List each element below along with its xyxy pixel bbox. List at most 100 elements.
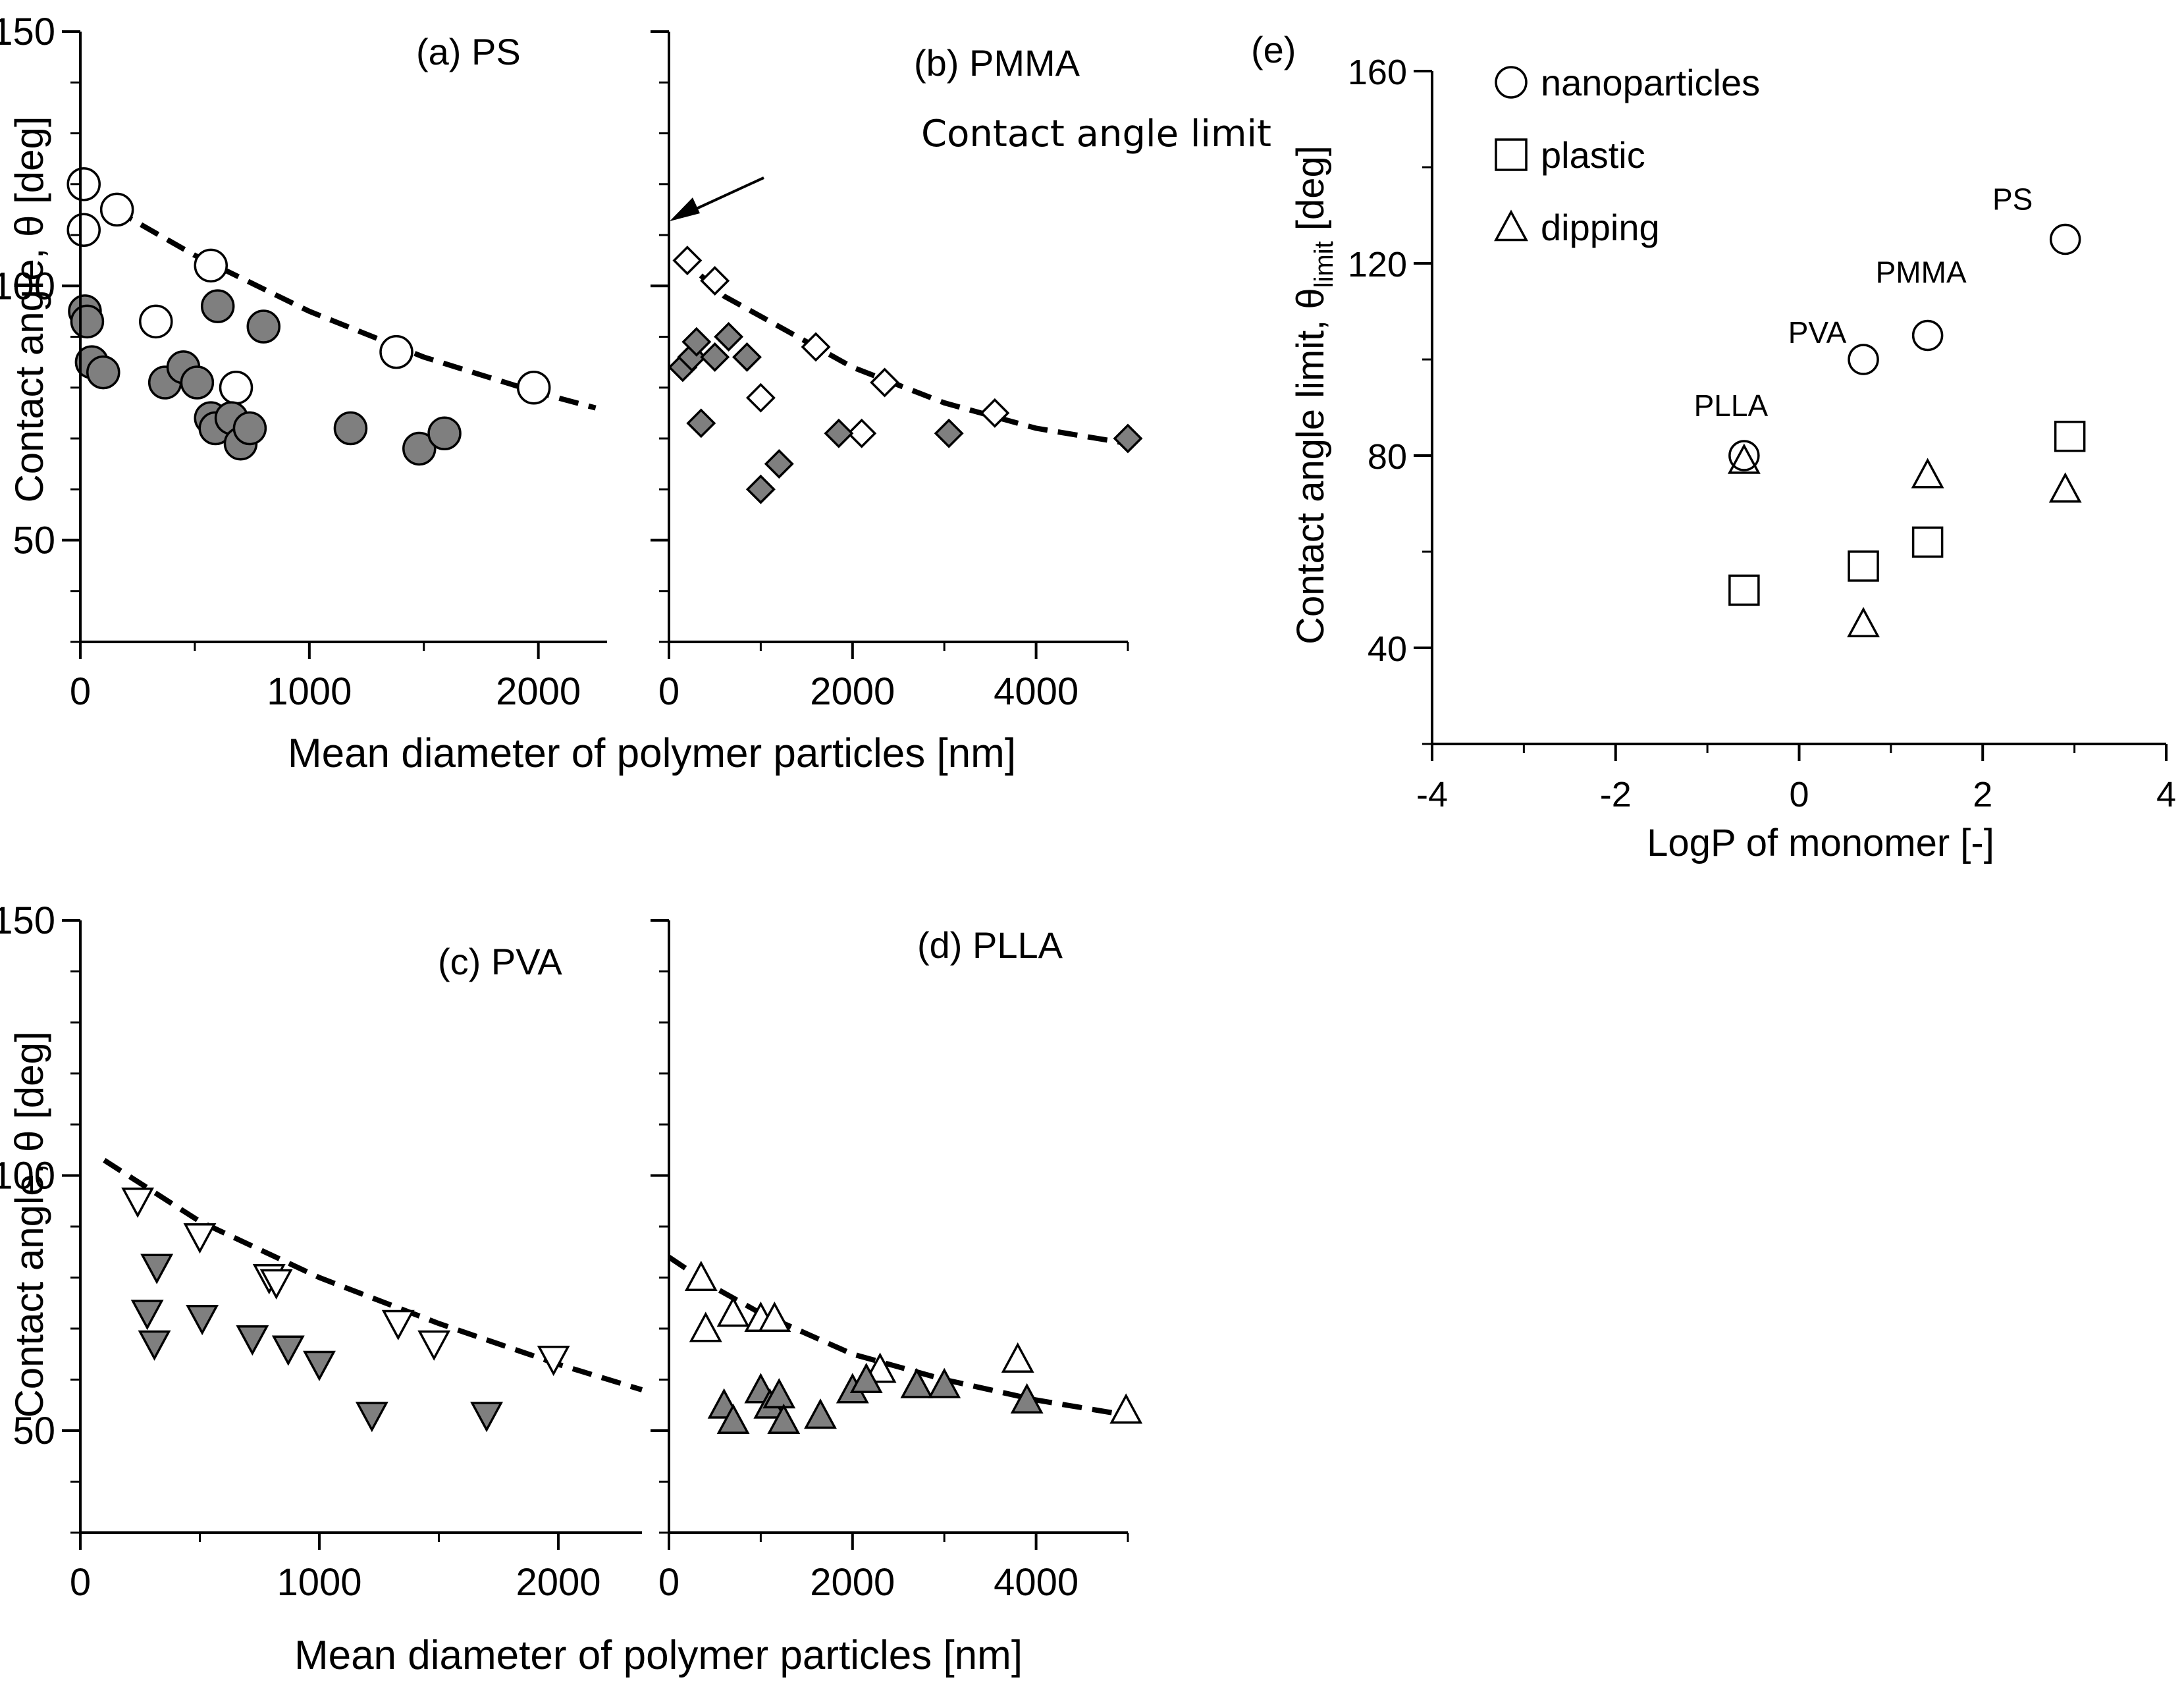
panel-d-open-point [758, 1301, 791, 1332]
panel-b-filled-point [1113, 423, 1143, 454]
panel-a-open-point [194, 248, 228, 283]
panel-c-title: (c) PVA [438, 941, 562, 982]
panel-a-x-tick-label: 1000 [267, 670, 352, 713]
panel-b-open-point [745, 383, 776, 413]
panel-e-plastic-point [1911, 526, 1944, 558]
panel-e-dipping-point [1727, 443, 1761, 474]
panel-b-filled-point [732, 342, 762, 372]
panel-a-filled-point [232, 411, 267, 446]
panel-c-filled-point [236, 1325, 269, 1356]
panel-c-x-tick-label: 2000 [516, 1561, 600, 1604]
panel-a-open-point [219, 371, 253, 405]
panel-e-x-tick-label: -2 [1600, 775, 1632, 814]
legend-dipping-marker [1494, 209, 1528, 242]
panel-d-filled-point [1010, 1383, 1044, 1414]
panel-a-y-tick-label: 50 [13, 519, 55, 562]
panel-a-open-point [139, 304, 173, 339]
panel-c-filled-point [130, 1300, 164, 1331]
panel-a-filled-point [86, 355, 120, 390]
panel-a-ps: 50 100 150 0 1000 2000 (a) PS Contact angle, … [0, 11, 607, 713]
panel-c-x-tick-label: 1000 [277, 1561, 361, 1604]
panel-a-y-tick-label: 150 [0, 11, 55, 53]
panel-e-point-label: PS [1992, 182, 2033, 217]
panel-a-filled-point [246, 309, 281, 344]
panel-e-dipping-point [1847, 606, 1880, 637]
panel-b-filled-point [745, 474, 776, 504]
panel-d-filled-point [762, 1378, 796, 1409]
panel-d-filled-point [928, 1367, 961, 1398]
panel-b-open-point [801, 332, 831, 362]
panel-e-x-tick-label: 0 [1789, 775, 1809, 814]
panel-e-plastic-point [1728, 574, 1760, 606]
panel-c-open-point [121, 1187, 155, 1218]
contact-angle-limit-annotation: Contact angle limit [921, 113, 1271, 155]
panel-b-fit-curve [676, 253, 1129, 446]
panel-e-x-tick-label: 4 [2156, 775, 2176, 814]
panel-a-open-point [67, 167, 101, 201]
panel-d-plla: 0 2000 4000 (d) PLLA [651, 919, 1143, 1604]
panel-c-fit-curve [103, 1157, 643, 1392]
panel-c-open-point [259, 1269, 293, 1300]
panel-e-dipping-point [1911, 458, 1944, 489]
panel-d-open-point [716, 1296, 750, 1327]
panel-d-filled-point [804, 1398, 837, 1429]
panel-c-filled-point [186, 1305, 219, 1336]
panel-b-open-point [672, 246, 703, 276]
panel-c-filled-point [138, 1330, 171, 1361]
panel-c-open-point [183, 1223, 217, 1254]
panel-d-x-tick-label: 0 [658, 1561, 679, 1604]
panel-e-y-label-subscript: limit [1310, 241, 1339, 288]
panel-a-title: (a) PS [416, 31, 521, 72]
panel-c-y-tick-label: 150 [0, 899, 55, 942]
panel-e-y-tick-label: 40 [1368, 629, 1407, 669]
panel-e-nanoparticles-point [1911, 319, 1944, 352]
contact-angle-limit-arrowhead [670, 198, 700, 221]
panel-c-filled-point [140, 1254, 174, 1284]
panel-d-title: (d) PLLA [917, 924, 1063, 966]
panel-c-y-tick-label: 100 [0, 1155, 55, 1198]
panel-b-filled-point [714, 322, 744, 352]
panel-b-filled-point [686, 408, 716, 438]
legend-nanoparticles-marker [1495, 66, 1528, 99]
panel-c-pva: 50 100 150 0 1000 2000 (c) PVA Contact angle,… [0, 899, 643, 1604]
panel-b-x-tick-label: 2000 [810, 670, 895, 713]
panel-c-filled-point [470, 1402, 503, 1433]
panel-e-y-label-unit: [deg] [1289, 145, 1332, 241]
panel-e-point-label: PLLA [1694, 388, 1769, 423]
legend-nanoparticles-label: nanoparticles [1541, 62, 1760, 103]
panel-d-open-point [1001, 1342, 1034, 1373]
panel-a-filled-point [333, 411, 368, 446]
panel-b-open-point [847, 418, 877, 448]
panel-a-y-tick-label: 100 [0, 265, 55, 307]
panel-a-open-point [67, 213, 101, 248]
panel-a-filled-point [402, 431, 437, 466]
panel-e-nanoparticles-point [2049, 223, 2081, 255]
panel-a-x-tick-label: 2000 [496, 670, 581, 713]
panel-e-y-tick-label: 120 [1348, 245, 1407, 284]
panel-a-open-point [516, 371, 551, 405]
panel-d-open-point [684, 1260, 718, 1291]
panel-e-y-tick-label: 80 [1368, 437, 1407, 477]
panel-e-y-label: Contact angle limit, θlimit [deg] [1289, 145, 1339, 645]
panel-b-filled-point [700, 342, 730, 372]
panel-b-filled-point [681, 327, 712, 357]
panel-c-filled-point [355, 1402, 388, 1433]
panel-a-y-label: Contact angle, θ [deg] [7, 116, 51, 502]
panel-b-open-point [700, 266, 730, 296]
panel-a-open-point [379, 334, 413, 369]
panel-b-filled-point [934, 418, 964, 448]
panel-c-open-point [537, 1346, 570, 1377]
panel-c-filled-point [303, 1350, 336, 1381]
legend-plastic-marker [1495, 138, 1528, 171]
panel-d-open-point [1109, 1393, 1143, 1424]
legend-dipping-label: dipping [1541, 207, 1660, 248]
panel-b-filled-point [824, 418, 854, 448]
panel-e-title: (e) [1251, 29, 1296, 70]
panel-b-open-point [870, 367, 900, 398]
panel-a-filled-point [70, 304, 105, 339]
panel-e-nanoparticles-point [1728, 440, 1760, 471]
panel-b-title: (b) PMMA [914, 42, 1080, 84]
panel-d-x-tick-label: 4000 [994, 1561, 1079, 1604]
panel-b-x-tick-label: 4000 [994, 670, 1079, 713]
